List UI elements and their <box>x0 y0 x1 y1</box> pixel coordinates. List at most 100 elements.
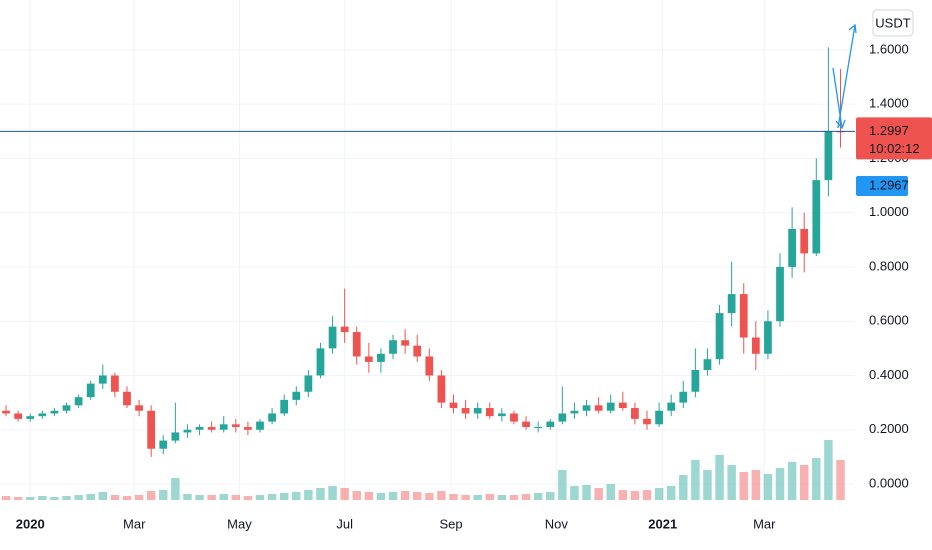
candle-body <box>546 421 555 428</box>
volume-bar <box>207 495 216 500</box>
volume-bar <box>558 470 567 500</box>
candle-body <box>800 228 809 254</box>
y-tick-label: 1.0000 <box>869 204 909 219</box>
volume-bar <box>183 494 192 500</box>
volume-bar <box>255 495 265 500</box>
candle-body <box>159 440 168 449</box>
candle-body <box>461 408 470 414</box>
volume-bar <box>62 496 71 500</box>
volume-bar <box>425 493 434 500</box>
volume-bar <box>267 494 277 500</box>
volume-bar <box>533 493 543 500</box>
candle-body <box>558 413 567 422</box>
candle-body <box>498 413 506 417</box>
candle-body <box>667 402 676 411</box>
candle-body <box>219 424 228 430</box>
volume-bar <box>461 495 470 500</box>
volume-bar <box>26 497 35 500</box>
volume <box>1 440 845 500</box>
candle-body <box>86 383 95 398</box>
x-tick-label: 2021 <box>648 516 677 531</box>
volume-bar <box>691 460 700 500</box>
x-tick-label: Nov <box>545 516 569 531</box>
candle-body <box>135 405 143 411</box>
volume-bar <box>497 495 507 500</box>
volume-bar <box>400 491 410 500</box>
volume-bar <box>316 488 325 500</box>
volume-bar <box>388 492 398 500</box>
candle-body <box>14 413 23 419</box>
candle-body <box>449 402 458 409</box>
candle-body <box>691 370 700 392</box>
volume-bar <box>146 491 156 500</box>
candle-body <box>389 340 397 354</box>
volume-bar <box>739 472 748 500</box>
candle-body <box>788 228 796 267</box>
candle-body <box>606 402 615 411</box>
y-tick-label: 0.6000 <box>869 313 909 328</box>
candle-body <box>522 421 530 428</box>
volume-bar <box>74 495 83 500</box>
volume-bar <box>679 475 688 500</box>
volume-bar <box>642 490 652 500</box>
y-tick-label: 1.4000 <box>869 96 909 111</box>
volume-bar <box>485 494 495 500</box>
candle-body <box>50 410 59 414</box>
candle-body <box>304 375 313 392</box>
volume-bar <box>473 495 482 500</box>
volume-bar <box>570 486 579 500</box>
line-label: 1.2967 <box>869 177 909 192</box>
candle-body <box>582 405 591 411</box>
y-tick-label: 1.6000 <box>869 41 909 56</box>
x-tick-label: Sep <box>440 516 463 531</box>
candle-body <box>340 326 349 333</box>
candle-body <box>679 391 688 403</box>
candle-body <box>26 416 35 419</box>
volume-bar <box>98 492 108 500</box>
volume-bar <box>763 474 773 500</box>
candle-body <box>231 424 240 428</box>
volume-bar <box>219 494 228 500</box>
candle-body <box>328 326 337 349</box>
candle-body <box>473 408 482 414</box>
volume-bar <box>546 492 555 500</box>
y-tick-label: 0.2000 <box>869 421 909 436</box>
x-tick-label: Mar <box>123 516 146 531</box>
volume-bar <box>703 470 712 500</box>
volume-bar <box>727 465 736 500</box>
volume-bar <box>352 491 361 500</box>
volume-bar <box>13 497 23 500</box>
candle-body <box>655 410 663 425</box>
candle-body <box>292 391 301 400</box>
axes: 0.00000.20000.40000.60000.80001.00001.20… <box>0 41 932 531</box>
candle-body <box>123 391 131 406</box>
volume-bar <box>376 493 386 500</box>
currency: USDT <box>875 15 910 30</box>
candle-body <box>316 348 325 376</box>
candle-body <box>256 421 264 430</box>
candle-body <box>38 413 47 417</box>
volume-bar <box>279 493 289 500</box>
candle-body <box>183 429 192 433</box>
candle-body <box>207 427 216 430</box>
candle-body <box>727 294 736 314</box>
candle-body <box>812 180 821 254</box>
volume-bar <box>582 485 591 500</box>
volume-bar <box>86 494 95 500</box>
candle-body <box>510 413 518 422</box>
currency-box[interactable] <box>872 9 914 37</box>
volume-bar <box>50 497 59 500</box>
candle-body <box>377 353 385 362</box>
candle-body <box>751 337 760 354</box>
countdown: 10:02:12 <box>869 141 920 156</box>
candle-body <box>352 332 361 357</box>
volume-bar <box>243 496 253 500</box>
candle-body <box>534 427 543 429</box>
y-tick-label: 0.8000 <box>869 258 909 273</box>
grid <box>0 0 855 500</box>
candle-body <box>171 432 180 441</box>
candle-body <box>570 410 579 414</box>
volume-bar <box>799 465 809 500</box>
candle-body <box>244 427 252 430</box>
